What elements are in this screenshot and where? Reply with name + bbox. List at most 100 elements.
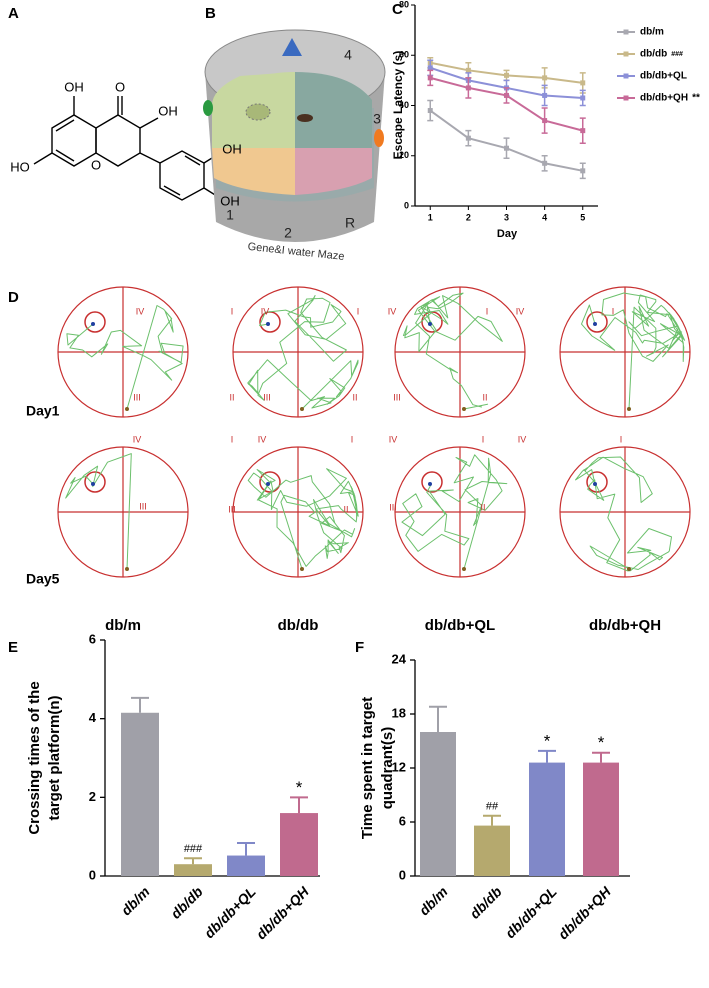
x-tick-label: db/db+QH — [253, 883, 313, 943]
quadrant-numeral: I — [351, 434, 354, 444]
quadrant-numeral: III — [263, 392, 271, 402]
start-dot — [593, 482, 597, 486]
legend-marker — [623, 73, 629, 79]
swim-path — [247, 468, 359, 570]
group-label: db/m — [105, 617, 141, 634]
x-tick-label: db/db — [167, 883, 206, 922]
point — [542, 92, 548, 98]
platform — [586, 471, 608, 493]
swim-path — [581, 292, 686, 410]
group-label: db/db — [278, 617, 319, 634]
group-label: db/db+QH — [589, 617, 661, 634]
significance-mark: * — [598, 733, 605, 752]
end-dot — [462, 407, 466, 411]
legend-label: db/db+QH — [640, 93, 688, 104]
swim-path — [401, 454, 508, 570]
swim-path — [247, 295, 359, 410]
y-tick-label: 12 — [392, 759, 406, 774]
legend-label: db/db — [640, 49, 667, 60]
day-label: Day1 — [26, 403, 60, 419]
quadrant-numeral: I — [231, 306, 234, 316]
point — [542, 75, 548, 81]
quadrant-numeral: IV — [389, 434, 398, 444]
start-dot — [266, 482, 270, 486]
y-tick-label: 20 — [399, 150, 409, 160]
y-tick-label: 18 — [392, 705, 406, 720]
platform — [84, 311, 106, 333]
quadrant-numeral: III — [133, 392, 141, 402]
maze-label: R — [345, 215, 355, 231]
end-dot — [300, 407, 304, 411]
quadrant-numeral: II — [480, 502, 485, 512]
end-dot — [125, 407, 129, 411]
atom-label: O — [91, 157, 101, 172]
atom-label: HO — [10, 159, 30, 174]
x-tick-label: db/db — [466, 883, 505, 922]
bar — [174, 864, 212, 876]
panel-letter: B — [205, 5, 216, 22]
swim-path — [575, 456, 672, 572]
y-tick-label: 0 — [399, 867, 406, 882]
platform — [421, 471, 443, 493]
y-tick-label: 6 — [89, 631, 96, 646]
y-axis-label: Time spent in target — [359, 697, 376, 839]
end-dot — [300, 567, 304, 571]
quadrant-numeral: IV — [258, 434, 267, 444]
swim-path — [402, 292, 503, 410]
maze-label: 1 — [226, 207, 234, 223]
start-dot — [428, 482, 432, 486]
y-tick-label: 4 — [89, 710, 97, 725]
point — [580, 95, 586, 101]
start-dot — [266, 322, 270, 326]
quadrant-numeral: I — [612, 306, 615, 316]
line-axes — [414, 5, 598, 207]
quadrant-numeral: I — [482, 434, 485, 444]
point — [580, 80, 586, 86]
y-tick-label: 60 — [399, 50, 409, 60]
y-axis-label: target platform(n) — [46, 696, 63, 821]
x-tick-label: db/db+QH — [555, 883, 615, 943]
x-tick-label: 1 — [428, 212, 433, 222]
quadrant-numeral: III — [393, 392, 401, 402]
y-tick-label: 80 — [399, 0, 409, 9]
start-dot — [91, 482, 95, 486]
panel-letter: D — [8, 289, 19, 306]
quadrant-numeral: II — [352, 392, 357, 402]
legend-marker — [623, 95, 629, 101]
point — [542, 118, 548, 124]
maze-caption: Gene&I water Maze — [247, 241, 345, 263]
error-bar — [592, 751, 610, 763]
platform — [421, 311, 443, 333]
point — [427, 75, 433, 81]
maze-label: 3 — [373, 111, 381, 127]
error-bar — [483, 814, 501, 826]
point — [504, 72, 509, 78]
error-bar — [290, 796, 308, 814]
bar — [583, 762, 619, 876]
x-tick-label: 2 — [466, 212, 471, 222]
point — [465, 67, 471, 73]
atom-label: O — [115, 79, 125, 94]
day-label: Day5 — [26, 571, 60, 587]
platform — [586, 311, 608, 333]
y-axis-label: Escape Latency (s) — [391, 51, 405, 160]
molecule-skeleton — [33, 96, 221, 201]
quadrant-numeral: IV — [516, 306, 525, 316]
point — [465, 85, 471, 91]
significance-mark: ### — [671, 51, 683, 58]
x-tick-label: db/m — [416, 883, 451, 918]
bar — [280, 813, 318, 876]
end-dot — [125, 567, 129, 571]
quadrant-numeral: II — [482, 392, 487, 402]
legend-label: db/m — [640, 27, 664, 38]
x-tick-label: db/db+QL — [201, 883, 259, 941]
quadrant-numeral: III — [228, 504, 236, 514]
point — [427, 65, 433, 71]
swim-path — [66, 305, 184, 410]
quadrant-numeral: II — [343, 504, 348, 514]
error-bar — [538, 749, 556, 763]
legend-marker — [623, 29, 629, 35]
quadrant-numeral: IV — [136, 306, 145, 316]
x-tick-label: 3 — [504, 212, 509, 222]
